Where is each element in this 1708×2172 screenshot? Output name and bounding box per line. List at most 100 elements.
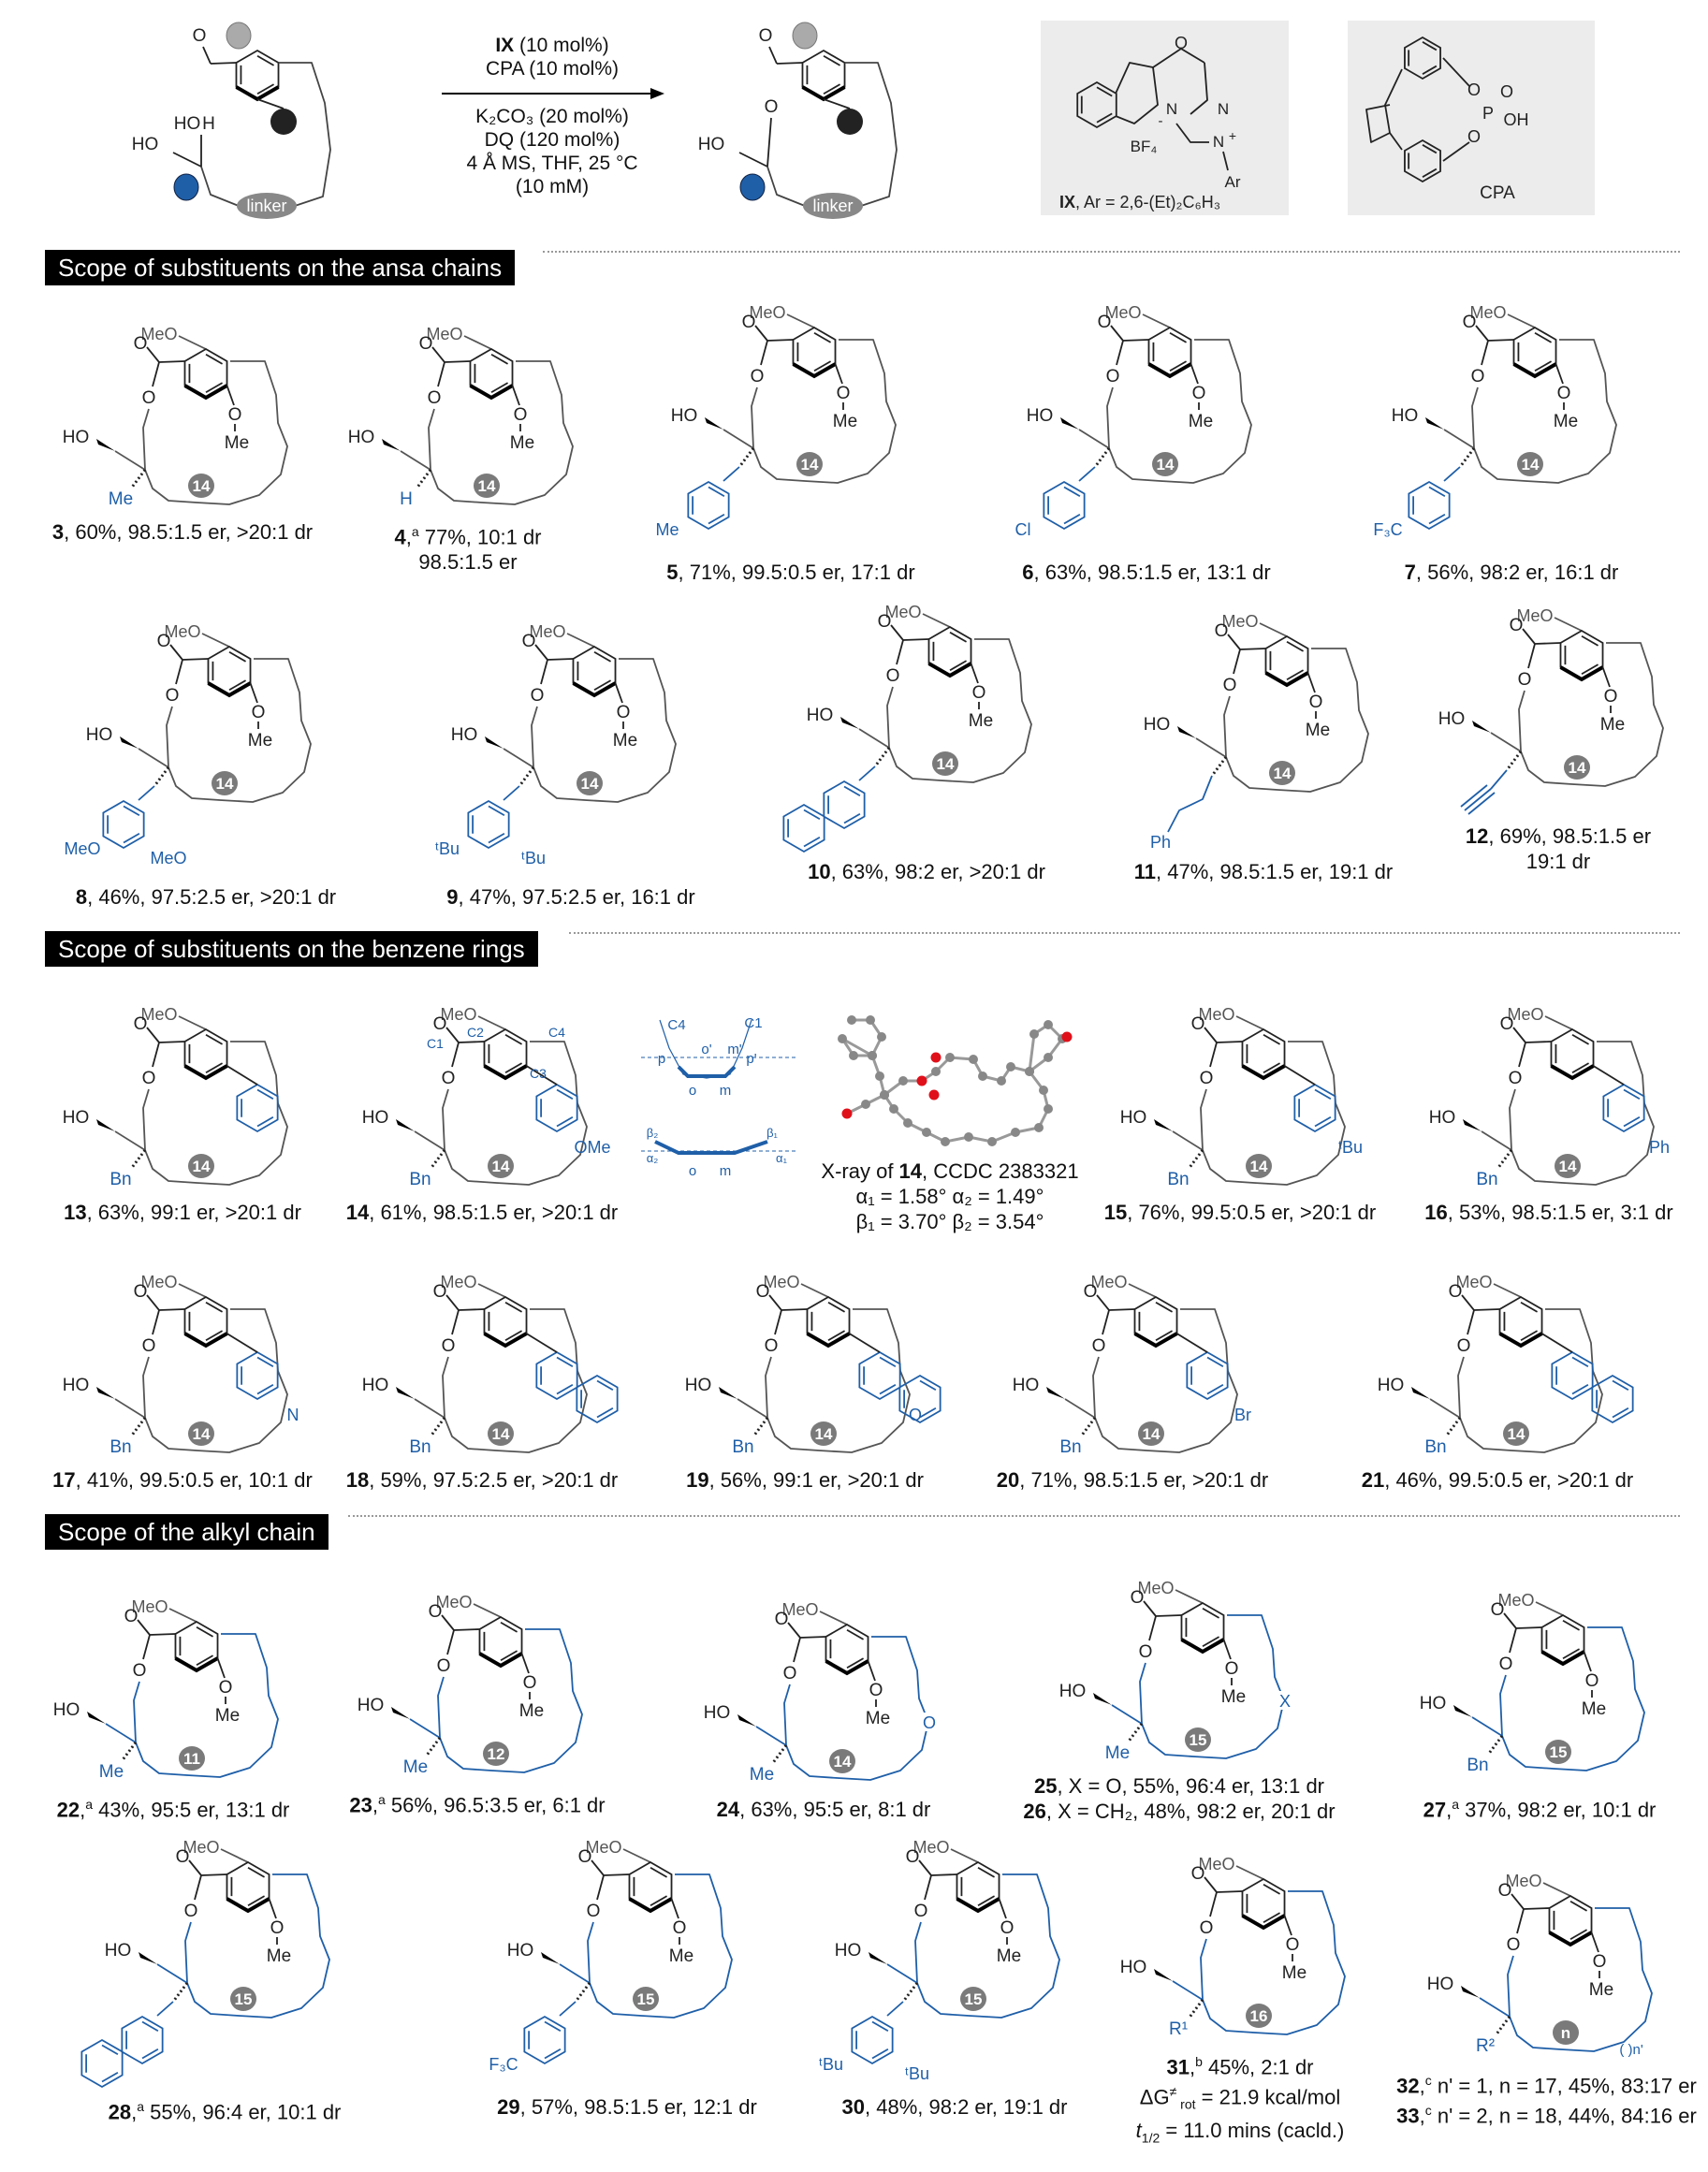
compound-number: 30 [841,2095,865,2119]
compound-number: 7 [1404,561,1416,584]
methoxy-oxygen: O [1592,1952,1606,1972]
methoxy-label: MeO [1198,1855,1234,1873]
substituent-label: Bn [1467,1756,1488,1775]
bond [1172,1980,1204,2001]
double-bond [1169,360,1188,372]
bond [477,1283,506,1298]
bond [1510,1893,1525,1910]
double-bond [1263,1912,1281,1924]
macrocycle-chain [186,1873,330,2019]
ring-size-badge: 14 [829,1749,855,1773]
angle-label: m [720,1163,732,1179]
caption-prefix: , [1419,2074,1425,2098]
compound-caption: 5, 71%, 99.5:0.5 er, 17:1 dr [599,560,983,585]
bond [596,1873,630,1901]
bond [1152,48,1205,68]
compound-caption: 30, 48%, 98:2 er, 19:1 dr [786,2094,1123,2120]
double-bond [846,1657,865,1669]
methoxy-label: MeO [1505,1872,1541,1890]
bond [922,613,951,628]
caption-text: , 59%, 97.5:2.5 er, >20:1 dr [369,1468,619,1492]
chain-heteroatom: X [1279,1692,1291,1711]
caption-line: 33,c n' = 2, n = 18, 44%, 84:16 er [1366,2098,1708,2128]
caption-line: 19, 56%, 99:1 er, >20:1 dr [627,1467,983,1493]
aryl-substituent-ring [687,480,730,531]
aryl-ring [1186,1350,1229,1401]
compound-number: 11 [1133,860,1157,883]
caption-line: 28,a 55%, 96:4 er, 10:1 dr [9,2094,440,2124]
substituent-label: Bn [1476,1170,1497,1189]
compound-caption: 28,a 55%, 96:4 er, 10:1 dr [9,2094,440,2124]
macrocycle-chain [533,658,677,803]
carbon-atom [861,1100,870,1109]
methoxy-oxygen: O [1000,1918,1015,1938]
wedge-bond [541,1952,560,1964]
hashed-bond [1486,1735,1504,1756]
methoxy-label: MeO [140,1005,177,1024]
aryl-substituent: OMe [574,1138,610,1157]
bond [445,1027,460,1043]
fused-ring [782,803,825,853]
bond [886,1963,918,1984]
caption-line: ΔG≠ rot = 21.9 kcal/mol [1067,2079,1413,2118]
fused-ring [1591,1374,1634,1424]
bond [1518,1041,1552,1068]
bond [1235,1015,1264,1030]
methoxy-label: MeO [164,622,200,641]
compound-structure: MeO O O HO 15 O Me ᵗBu ᵗBu [814,1829,1095,2097]
bond [1139,1662,1146,1725]
double-bond [1096,86,1113,97]
ester-oxygen: O [1092,1336,1106,1356]
bond [105,1723,137,1743]
compound-caption: 32,c n' = 1, n = 17, 45%, 83:17 er 33,c n… [1366,2068,1708,2129]
aryl-substituent: Ph [1649,1138,1670,1157]
methoxy-oxygen: O [1225,1659,1239,1679]
compound-structure: MeO O O HO 14 O Me [782,593,1067,862]
wedge-bond [1154,1969,1173,1981]
double-bond [500,1621,518,1633]
badge-circle [1555,1154,1581,1178]
ring-size-badge: 15 [633,1987,659,2011]
double-bond [823,54,841,66]
bond [1481,1130,1512,1151]
double-bond [1286,640,1305,652]
carbon-atom [849,1051,858,1060]
ring-size-label: 14 [1143,1425,1161,1443]
caption-line: 17, 41%, 99.5:0.5 er, 10:1 dr [9,1467,356,1493]
double-bond [256,54,275,66]
arene-edge [677,1065,737,1078]
compound-structure: MeO O O HO 14 O Me MeO MeO [64,613,346,887]
ester-oxygen: O [886,666,900,686]
methyl-label: Me [833,412,857,431]
bond [783,1684,791,1746]
badge-circle [633,1987,659,2011]
hydroxyl-label: HO [1420,1694,1447,1713]
double-bond [1571,1383,1589,1395]
double-bond [556,1088,574,1101]
bond [534,644,548,661]
ring-size-label: 14 [834,1753,852,1771]
compound-caption: 13, 63%, 99:1 er, >20:1 dr [9,1200,356,1225]
compound-structure: MeO O O HO 14 O Me F₃C [1371,294,1652,562]
linker-badge [803,193,863,219]
caption-text: , 57%, 98.5:1.5 er, 12:1 dr [519,2095,757,2119]
bond [800,1283,829,1298]
hashed-bond [129,1149,147,1170]
ester-oxygen: O [142,388,156,408]
carbonyl-oxygen: O [134,334,148,354]
wedge-bond [1425,417,1444,430]
bond [1078,429,1110,449]
caption-line: 32,c n' = 1, n = 17, 45%, 83:17 er [1366,2068,1708,2098]
bond [737,1398,768,1419]
bond [152,1041,185,1068]
bond [738,152,768,168]
methoxy-oxygen: O [1604,687,1618,707]
carbon-atom [1034,1123,1044,1132]
ring-size-badge: 14 [1503,1421,1529,1446]
caption-line: 10, 63%, 98:2 er, >20:1 dr [730,859,1123,884]
